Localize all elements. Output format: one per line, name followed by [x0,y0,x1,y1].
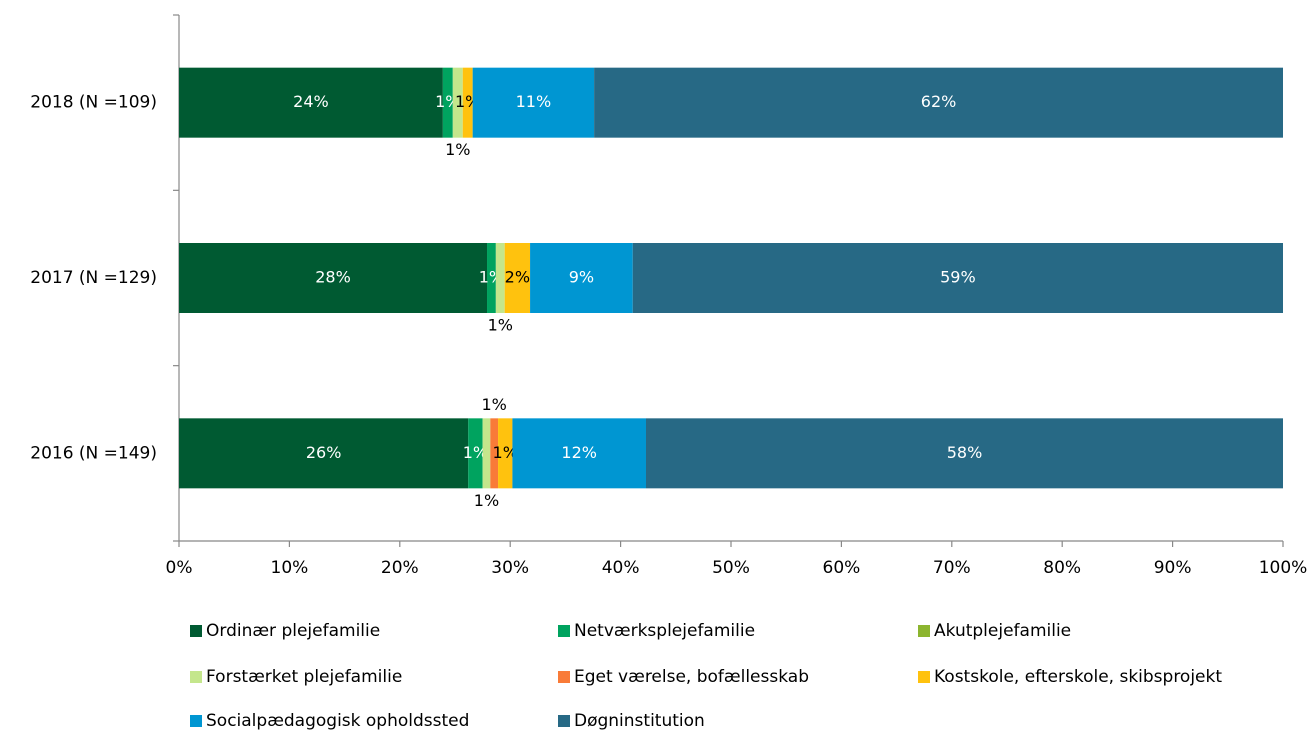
bar-segment [490,418,499,489]
data-label: 28% [315,268,351,287]
bar-segment [468,418,483,489]
x-tick-label: 50% [712,558,750,578]
legend-label: Socialpædagogisk opholdssted [206,711,469,731]
legend-label: Døgninstitution [574,711,705,731]
legend-label: Eget værelse, bofællesskab [574,667,809,687]
data-label: 12% [561,443,597,462]
bar-segment [179,67,443,138]
y-tick-label: 2017 (N =129) [30,268,157,288]
x-tick-label: 80% [1043,558,1081,578]
bar-segment [498,418,513,489]
x-tick-label: 100% [1259,558,1308,578]
legend-label: Netværksplejefamilie [574,621,755,641]
bar-segment [179,418,469,489]
data-label: 9% [569,268,594,287]
bar-segment [442,67,453,138]
data-label: 1% [488,316,513,335]
bar-segment [462,67,473,138]
bar-segment [594,67,1283,138]
bar-segment [632,243,1283,313]
legend-swatch [918,625,930,637]
bar-segment [472,67,595,138]
y-tick-label: 2016 (N =149) [30,443,157,463]
data-label: 1% [481,395,506,414]
legend-swatch [190,715,202,727]
bar-segment [530,243,633,313]
legend-label: Forstærket plejefamilie [206,667,402,687]
x-tick-label: 90% [1154,558,1192,578]
bar-segment [482,418,491,489]
legend-label: Ordinær plejefamilie [206,621,380,641]
legend-swatch [558,715,570,727]
legend-swatch [558,625,570,637]
data-label: 62% [921,92,957,111]
bar-segment [504,243,531,313]
legend-swatch [190,671,202,683]
legend-swatch [558,671,570,683]
y-tick-label: 2018 (N =109) [30,93,157,113]
data-label: 1% [463,443,488,462]
legend-swatch [190,625,202,637]
bar-segment [179,243,488,313]
bar-segment [495,243,505,313]
data-label: 1% [493,443,518,462]
bar-segment [452,67,463,138]
legend-label: Akutplejefamilie [934,621,1071,641]
x-tick-label: 0% [166,558,193,578]
data-label: 26% [306,443,342,462]
bar-segment [487,243,496,313]
data-label: 1% [474,491,499,510]
bar-segment [512,418,646,489]
data-label: 59% [940,268,976,287]
data-label: 24% [293,92,329,111]
legend-label: Kostskole, efterskole, skibsprojekt [934,667,1222,687]
data-label: 2% [505,268,530,287]
x-tick-label: 20% [381,558,419,578]
x-tick-label: 70% [933,558,971,578]
x-tick-label: 10% [271,558,309,578]
legend-swatch [918,671,930,683]
x-tick-label: 40% [602,558,640,578]
bar-segment [645,418,1283,489]
data-label: 11% [516,92,552,111]
data-label: 58% [947,443,983,462]
x-tick-label: 30% [491,558,529,578]
x-tick-label: 60% [823,558,861,578]
data-label: 1% [445,140,470,159]
